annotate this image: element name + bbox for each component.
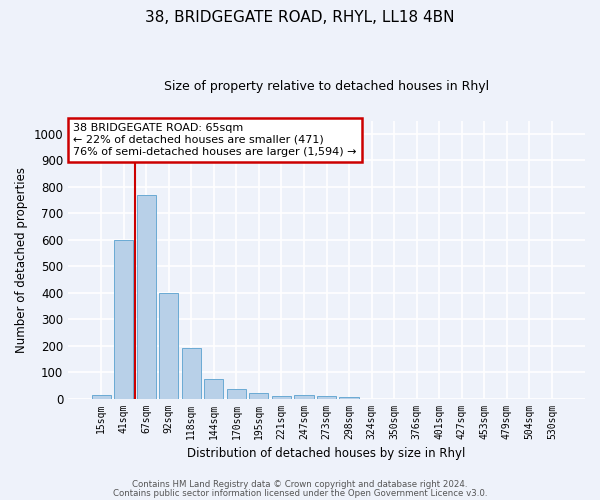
Title: Size of property relative to detached houses in Rhyl: Size of property relative to detached ho… — [164, 80, 489, 93]
Bar — [272, 396, 291, 398]
Bar — [114, 240, 133, 398]
X-axis label: Distribution of detached houses by size in Rhyl: Distribution of detached houses by size … — [187, 447, 466, 460]
Text: Contains HM Land Registry data © Crown copyright and database right 2024.: Contains HM Land Registry data © Crown c… — [132, 480, 468, 489]
Bar — [159, 292, 178, 399]
Text: 38, BRIDGEGATE ROAD, RHYL, LL18 4BN: 38, BRIDGEGATE ROAD, RHYL, LL18 4BN — [145, 10, 455, 25]
Bar — [317, 396, 336, 398]
Bar — [295, 396, 314, 398]
Bar — [92, 394, 110, 398]
Y-axis label: Number of detached properties: Number of detached properties — [15, 166, 28, 352]
Bar — [137, 194, 156, 398]
Bar — [227, 390, 246, 398]
Text: Contains public sector information licensed under the Open Government Licence v3: Contains public sector information licen… — [113, 490, 487, 498]
Bar — [250, 394, 268, 398]
Bar — [340, 397, 359, 398]
Bar — [204, 378, 223, 398]
Bar — [182, 348, 201, 399]
Text: 38 BRIDGEGATE ROAD: 65sqm
← 22% of detached houses are smaller (471)
76% of semi: 38 BRIDGEGATE ROAD: 65sqm ← 22% of detac… — [73, 124, 357, 156]
